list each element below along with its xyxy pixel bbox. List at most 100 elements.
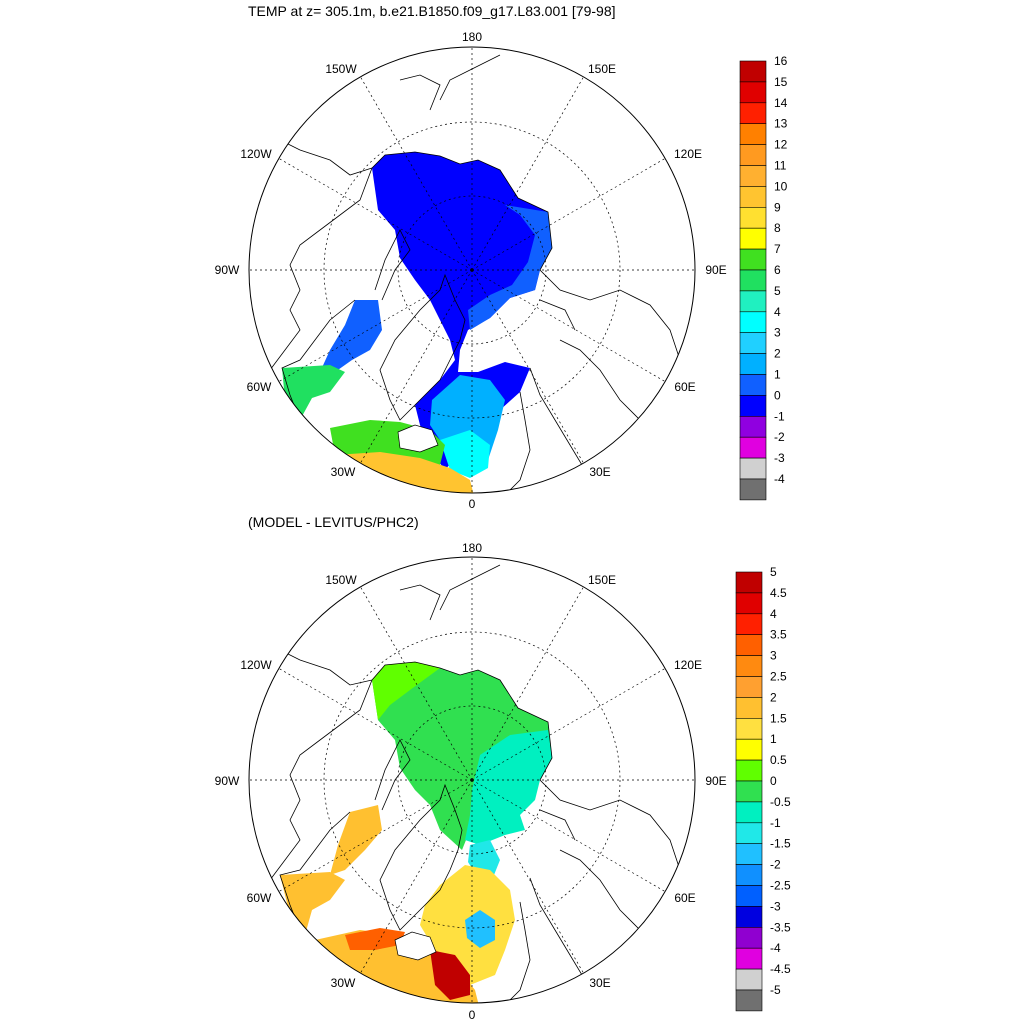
colorbar-swatch xyxy=(739,311,767,333)
panel-2-lat-circle-70 xyxy=(323,631,621,929)
colorbar-tick-label: 5 xyxy=(770,565,777,579)
lon-label-120e: 120E xyxy=(674,147,702,161)
colorbar-tick-label: 13 xyxy=(774,117,788,131)
panel-2-map-border xyxy=(248,556,696,1004)
colorbar-swatch xyxy=(735,989,763,1012)
colorbar-swatch xyxy=(735,947,763,970)
colorbar-swatch xyxy=(739,186,767,208)
lon-label-60e: 60E xyxy=(674,891,695,905)
colorbar-swatch xyxy=(735,780,763,803)
colorbar-tick-label: -1 xyxy=(774,409,785,423)
canadian-basin-warm-rim xyxy=(372,662,440,720)
colorbar-swatch xyxy=(739,207,767,229)
panel-1-map xyxy=(248,46,696,494)
lon-label-150e: 150E xyxy=(588,573,616,587)
panel-1-map-border xyxy=(248,46,696,494)
panel-2-data-field xyxy=(280,662,552,1003)
colorbar-tick-label: 2.5 xyxy=(770,670,787,684)
colorbar-tick-label: -1 xyxy=(770,816,781,830)
lon-label-30w: 30W xyxy=(331,976,356,990)
arctic-anomaly-field xyxy=(372,662,552,850)
baffin-bay-field xyxy=(320,300,382,372)
colorbar-tick-label: -0.5 xyxy=(770,795,791,809)
colorbar-swatch xyxy=(739,395,767,417)
lon-label-120w: 120W xyxy=(240,658,272,672)
colorbar-swatch xyxy=(735,613,763,635)
colorbar-tick-label: 1 xyxy=(774,368,781,382)
colorbar-swatch xyxy=(735,571,763,594)
panel-2-lat-circle-80 xyxy=(397,705,547,855)
colorbar-tick-label: 0.5 xyxy=(770,753,787,767)
colorbar-swatch xyxy=(735,968,763,991)
iceland-warm-ring xyxy=(345,928,405,950)
lon-label-30e: 30E xyxy=(589,976,610,990)
labrador-field xyxy=(282,365,345,420)
colorbar-swatch xyxy=(735,822,763,844)
lon-label-90e: 90E xyxy=(705,263,726,277)
colorbar-swatch xyxy=(739,144,767,166)
panel-1-lat-circle-70 xyxy=(323,121,621,419)
colorbar-tick-label: 3 xyxy=(774,326,781,340)
lon-label-180: 180 xyxy=(462,30,482,44)
colorbar-swatch xyxy=(735,759,763,782)
lon-label-90w: 90W xyxy=(215,263,240,277)
lon-label-120e: 120E xyxy=(674,658,702,672)
panel-2-map xyxy=(248,556,696,1004)
panel-2-lon-labels: 180 150E 120E 90E 60E 30E 0 30W 60W 90W … xyxy=(215,541,727,1022)
iceland-land-mask xyxy=(397,424,439,453)
lon-label-0: 0 xyxy=(469,1008,476,1022)
colorbar-swatch xyxy=(739,248,767,271)
colorbar-swatch xyxy=(735,717,763,740)
colorbar-tick-label: -1.5 xyxy=(770,837,791,851)
lon-label-150e: 150E xyxy=(588,62,616,76)
panel-2: (MODEL - LEVITUS/PHC2) xyxy=(215,514,791,1022)
panel-2-colorbar: 5 4.5 4 3.5 3 2.5 2 1.5 1 0.5 0 -0.5 -1 -1.5 -2 -2.5 -3 -… xyxy=(735,565,791,1012)
colorbar-swatch xyxy=(739,457,767,480)
colorbar-tick-label: 2 xyxy=(770,690,777,704)
colorbar-swatch xyxy=(735,655,763,677)
colorbar-tick-label: 0 xyxy=(774,388,781,402)
colorbar-tick-label: 8 xyxy=(774,221,781,235)
colorbar-swatch xyxy=(739,290,767,313)
lon-label-0: 0 xyxy=(469,497,476,511)
colorbar-swatch xyxy=(739,123,767,145)
colorbar-tick-label: -2 xyxy=(770,858,781,872)
colorbar-swatch xyxy=(735,738,763,761)
colorbar-tick-label: 0 xyxy=(770,774,777,788)
lon-label-30e: 30E xyxy=(589,465,610,479)
colorbar-swatch xyxy=(735,592,763,615)
colorbar-swatch xyxy=(735,926,763,949)
colorbar-swatch xyxy=(735,801,763,824)
colorbar-swatch xyxy=(735,885,763,907)
colorbar-tick-label: -4 xyxy=(774,472,785,486)
panel-1: TEMP at z= 305.1m, b.e21.B1850.f09_g17.L… xyxy=(215,3,788,511)
colorbar-tick-label: -3 xyxy=(770,899,781,913)
lon-label-90e: 90E xyxy=(705,774,726,788)
colorbar-tick-label: -4.5 xyxy=(770,962,791,976)
lon-label-150w: 150W xyxy=(325,573,357,587)
colorbar-swatch xyxy=(739,332,767,354)
colorbar-swatch xyxy=(739,227,767,250)
colorbar-swatch xyxy=(739,81,767,104)
colorbar-tick-label: -5 xyxy=(770,983,781,997)
lon-label-60w: 60W xyxy=(247,891,272,905)
lon-label-180: 180 xyxy=(462,541,482,555)
norwegian-sea-cold-core xyxy=(465,910,495,948)
colorbar-tick-label: 7 xyxy=(774,242,781,256)
colorbar-tick-label: 15 xyxy=(774,75,788,89)
colorbar-swatch xyxy=(735,676,763,698)
colorbar-swatch xyxy=(739,415,767,438)
colorbar-tick-label: 3 xyxy=(770,649,777,663)
colorbar-swatch xyxy=(739,374,767,396)
colorbar-tick-label: 4.5 xyxy=(770,586,787,600)
colorbar-tick-label: 5 xyxy=(774,284,781,298)
colorbar-tick-label: 1 xyxy=(770,732,777,746)
norwegian-sea-field xyxy=(440,430,490,478)
lon-label-30w: 30W xyxy=(331,465,356,479)
colorbar-tick-label: 6 xyxy=(774,263,781,277)
colorbar-tick-label: 3.5 xyxy=(770,628,787,642)
lon-label-150w: 150W xyxy=(325,62,357,76)
colorbar-tick-label: 14 xyxy=(774,96,788,110)
